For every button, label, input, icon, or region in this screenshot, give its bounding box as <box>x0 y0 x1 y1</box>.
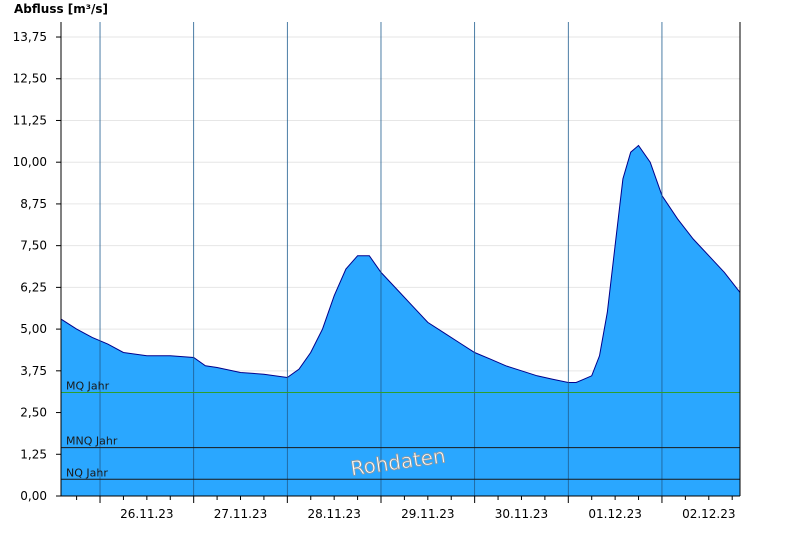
reference-lines: MQ Jahr MNQ Jahr NQ Jahr <box>61 380 740 480</box>
y-axis-title: Abfluss [m³/s] <box>14 2 108 16</box>
x-tick-label: 30.11.23 <box>495 507 548 521</box>
reference-line-label: MNQ Jahr <box>66 435 118 448</box>
x-tick-label: 28.11.23 <box>307 507 360 521</box>
x-tick-labels: 26.11.23 27.11.23 28.11.23 29.11.23 30.11.23… <box>120 507 735 521</box>
runoff-line <box>60 144 741 383</box>
x-tick-label: 01.12.23 <box>588 507 641 521</box>
runoff-area <box>61 145 740 496</box>
reference-line-label: MQ Jahr <box>66 380 110 393</box>
x-tick-label: 29.11.23 <box>401 507 454 521</box>
y-tick-label: 1,25 <box>20 447 47 461</box>
y-tick-label: 5,00 <box>20 322 47 336</box>
y-tick-label: 11,25 <box>13 113 47 127</box>
y-tick-label: 2,50 <box>20 406 47 420</box>
reference-line-label: NQ Jahr <box>66 466 108 479</box>
day-separators <box>99 22 663 496</box>
axes <box>56 22 741 503</box>
y-tick-labels: 0,00 1,25 2,50 3,75 5,00 6,25 7,50 8,75 10,00 11,… <box>13 30 47 503</box>
x-tick-label: 02.12.23 <box>682 507 735 521</box>
y-tick-label: 8,75 <box>20 197 47 211</box>
y-tick-label: 7,50 <box>20 239 47 253</box>
y-tick-label: 13,75 <box>13 30 47 44</box>
y-tick-label: 10,00 <box>13 155 47 169</box>
y-tick-label: 6,25 <box>20 280 47 294</box>
x-tick-label: 27.11.23 <box>214 507 267 521</box>
y-tick-label: 0,00 <box>20 489 47 503</box>
y-tick-label: 12,50 <box>13 72 47 86</box>
x-tick-label: 26.11.23 <box>120 507 173 521</box>
y-tick-label: 3,75 <box>20 364 47 378</box>
